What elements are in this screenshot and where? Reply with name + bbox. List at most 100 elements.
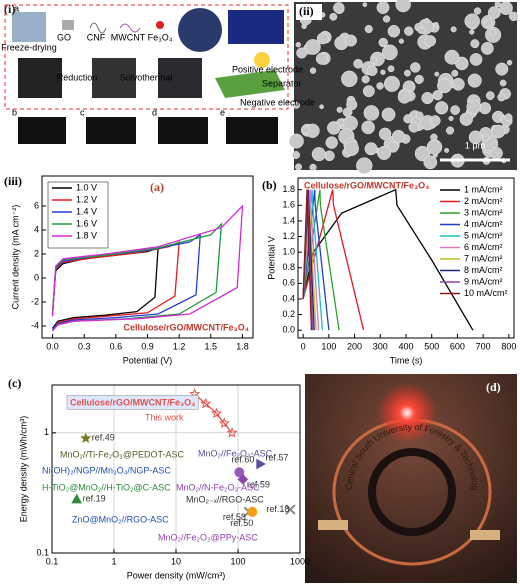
legend-label: 1 mA/cm² [464,184,503,194]
legend-label: 4 mA/cm² [464,219,503,229]
particle [309,163,317,171]
x-axis-title: Power density (mW/cm³) [127,570,226,580]
sub-label: d [152,107,157,117]
particle [459,112,473,126]
series-label: This work [145,412,184,422]
particle [296,47,308,59]
particle [324,150,335,162]
particle [437,78,452,94]
annotation: Cellulose/rGO/MWCNT/Fe₃O₄ [304,180,429,190]
x-tick-label: 300 [373,341,388,351]
series-label: ref.60 [231,455,254,465]
particle [444,147,450,153]
legend-label: 1.8 V [76,230,97,240]
component-label: MWCNT [111,32,146,42]
panel-label: (d) [486,380,501,394]
legend-label: 1.6 V [76,218,97,228]
particle [508,11,519,22]
foam [158,58,202,98]
particle [404,69,411,77]
y-tick-label: 0.0 [282,325,295,335]
particle [450,26,457,33]
legend-label: 1.0 V [76,182,97,192]
marker [256,458,266,470]
cnf-icon [89,22,107,34]
particle [473,7,482,15]
particle [424,17,430,23]
particle [376,1,390,14]
x-tick-label: 0.6 [110,341,123,351]
particle [325,136,338,149]
particle [362,85,375,98]
y-tick-label: 1 [44,427,49,437]
particle [450,105,460,115]
y-tick-label: 0.8 [282,262,295,272]
device-label: Separator [262,78,302,88]
device-strip [318,520,348,530]
step-label: Freeze-drying [1,42,57,52]
legend-label: 1.4 V [76,206,97,216]
series-label: ref.58 [223,512,246,522]
bulb [254,52,270,68]
particle [414,74,424,84]
legend-label: 3 mA/cm² [464,207,503,217]
particle [433,22,439,28]
marker [200,397,212,409]
y-tick-label: 0.1 [36,547,49,557]
y-axis-title: Energy density (mWh/cm³) [18,416,28,523]
panel-label: (a) [150,180,164,194]
series-label: ref.18 [266,504,289,514]
particle [336,106,343,113]
particle [470,39,480,49]
particle [316,32,329,45]
particle [499,79,507,87]
particle [383,75,400,92]
panel-label: (iii) [4,174,22,188]
particle [341,70,358,88]
particle [327,121,341,135]
go-icon [62,20,74,30]
schematic-panel [4,4,289,144]
particle [381,44,398,61]
chart: 0.1 1 10 100 1000 0.1 1 Power density (mW/cm³) E… [8,376,310,581]
particle [499,1,513,15]
fe3o4-icon [156,21,164,29]
y-tick-label: 4 [34,224,39,234]
x-tick-label: 1000 [290,556,310,566]
particle [397,90,411,104]
particle [370,57,378,64]
x-tick-label: 0.9 [141,341,154,351]
x-tick-label: 200 [347,341,362,351]
sample [86,117,136,144]
x-axis-title: Potential (V) [123,355,173,365]
legend-label: 9 mA/cm² [464,276,503,286]
mwcnt-icon [119,23,141,33]
particle [487,6,501,20]
marker [285,504,296,515]
particle [315,52,328,65]
scale-bar-label: 1 μm [465,140,485,150]
annotation-box [66,395,199,410]
foam [18,58,62,98]
particle [361,120,375,135]
annotation: H-TiO₂@MnO₂//H-TiO₂@C-ASC [42,482,171,492]
particle [333,2,345,14]
annotation: MnO₂₋ₓ//RGO-ASC [186,494,264,504]
particle [377,145,392,160]
particle [288,133,304,149]
particle [504,113,513,122]
sample [226,117,278,144]
particle [444,49,460,65]
panel-label: (c) [8,376,21,390]
x-tick-label: 0 [301,341,306,351]
particle [424,35,437,47]
x-axis-title: Time (s) [390,355,423,365]
particle [482,133,490,141]
sub-label: a [14,3,19,13]
particle [295,163,303,171]
particle [489,28,497,36]
particle [445,126,455,135]
y-tick-label: 1.4 [282,215,295,225]
legend-box [47,181,109,249]
particle [378,127,392,141]
